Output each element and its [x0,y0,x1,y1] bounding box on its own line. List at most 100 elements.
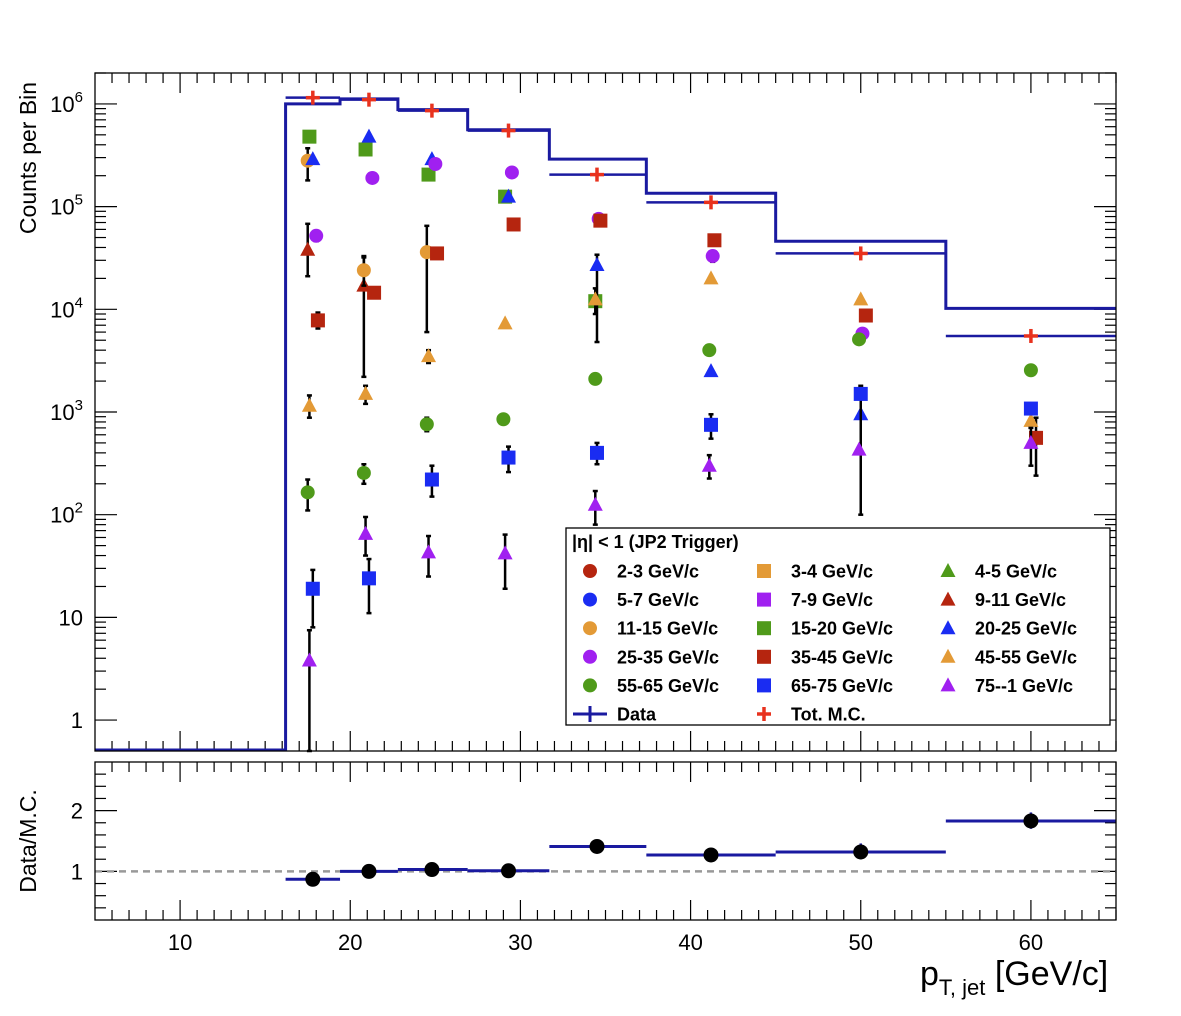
legend-entry-45-55-gev-c: 45-55 GeV/c [940,647,1077,667]
marker-55-65-gev-c-2 [419,417,434,432]
ratio-marker-5 [703,847,719,863]
legend-label: 55-65 GeV/c [617,676,719,696]
y-tick-label: 104 [50,294,83,322]
marker-35-45-gev-c-5 [707,233,722,248]
legend-entry-35-45-gev-c: 35-45 GeV/c [757,647,893,667]
y-tick-label: 103 [50,397,83,425]
marker-45-55-gev-c-0 [301,397,317,412]
marker-65-75-gev-c-5 [704,417,719,432]
legend-box [565,527,1111,726]
x-tick-label: 20 [338,930,362,955]
top-panel: 1 10 102 103 104 105 106 Counts per Bin |η| < … [15,72,1117,753]
legend-entry-2-3-gev-c: 2-3 GeV/c [583,562,699,582]
y-axis-title-ratio: Data/M.C. [15,789,41,893]
series-20-25-gev-c [305,128,869,421]
legend-entries: 2-3 GeV/c 3-4 GeV/c 4-5 GeV/c 5-7 GeV/c 7-9 … [573,562,1077,725]
marker-65-75-gev-c-2 [424,472,439,487]
bottom-axis-ticks [95,762,1117,920]
series-45-55-gev-c [301,270,1039,427]
ratio-marker-2 [424,862,440,878]
tot-mc-marker-3 [501,123,516,138]
legend-entry-65-75-gev-c: 65-75 GeV/c [757,676,893,696]
marker-65-75-gev-c-1 [361,571,376,586]
legend-square-icon [757,621,771,636]
legend-circle-icon [583,678,597,693]
ratio-marker-7 [1023,813,1039,829]
y-tick-label: 102 [50,500,83,528]
legend-triangle-icon [940,563,956,577]
marker-75-1-gev-c-0 [301,652,317,667]
legend-entry-5-7-gev-c: 5-7 GeV/c [583,590,699,610]
marker-35-45-gev-c-4 [593,213,608,228]
ratio-marker-3 [501,863,517,879]
marker-11-15-gev-c-1 [356,263,371,278]
marker-20-25-gev-c-5 [703,363,719,378]
marker-45-55-gev-c-5 [703,270,719,285]
x-axis-title-unit: [GeV/c] [985,955,1108,993]
ratio-marker-6 [853,844,869,860]
legend-label: 9-11 GeV/c [975,590,1066,610]
marker-45-55-gev-c-7 [1023,412,1039,427]
ratio-y-tick-label: 2 [71,799,83,824]
legend-circle-icon [583,649,597,664]
ratio-y-tick-label: 1 [71,859,83,884]
legend-triangle-icon [940,648,956,663]
x-tick-label: 50 [849,930,873,955]
legend-square-icon [757,564,771,578]
top-axis-ticks [95,72,1117,751]
bottom-plot-frame [94,761,1117,921]
legend-label: 2-3 GeV/c [617,562,699,582]
marker-65-75-gev-c-0 [305,581,320,596]
legend-label: Data [617,705,657,725]
y-tick-label: 1 [71,708,83,733]
bottom-tick-labels: 1 2 10 20 30 40 50 60 [71,799,1043,955]
series-25-35-gev-c [309,156,870,341]
legend-square-icon [757,592,771,607]
legend-label: 45-55 GeV/c [975,647,1077,667]
ratio-points [285,812,1116,887]
marker-75-1-gev-c-4 [587,496,603,511]
tot-mc-marker-7 [1023,328,1038,343]
series-55-65-gev-c [300,332,1038,512]
marker-65-75-gev-c-3 [501,450,516,465]
series-35-45-gev-c [310,213,1044,477]
x-tick-label: 40 [678,930,702,955]
legend-entry-55-65-gev-c: 55-65 GeV/c [583,676,719,696]
legend-triangle-icon [940,591,956,606]
tot-mc-marker-4 [589,167,604,182]
legend-label: 15-20 GeV/c [791,619,893,639]
marker-20-25-gev-c-3 [501,188,517,203]
marker-35-45-gev-c-6 [858,308,873,323]
legend: |η| < 1 (JP2 Trigger) 2-3 GeV/c 3-4 GeV/c… [565,527,1111,726]
legend-title: |η| < 1 (JP2 Trigger) [572,532,739,552]
x-axis-title-main: p [920,955,939,993]
legend-triangle-icon [940,620,956,635]
y-tick-label: 106 [50,89,83,117]
x-axis-title-subscript: T, jet [939,975,985,1000]
legend-entry-9-11-gev-c: 9-11 GeV/c [940,590,1066,610]
ratio-marker-4 [589,838,605,854]
y-tick-label: 105 [50,192,83,220]
legend-entry-data: Data [573,705,657,725]
marker-65-75-gev-c-4 [589,445,604,460]
legend-entry-20-25-gev-c: 20-25 GeV/c [940,619,1077,639]
marker-25-35-gev-c-3 [504,165,519,180]
legend-label: Tot. M.C. [791,705,866,725]
tot-mc-markers [285,90,1116,343]
marker-15-20-gev-c-2 [421,167,436,182]
marker-35-45-gev-c-2 [430,246,445,261]
bottom-panel: 1 2 10 20 30 40 50 60 Data/M.C. pT, jet [GeV/c] [15,761,1117,1000]
marker-55-65-gev-c-0 [300,485,315,500]
tot-mc-marker-0 [305,90,320,105]
legend-entry-7-9-gev-c: 7-9 GeV/c [757,590,873,610]
top-y-tick-labels: 1 10 102 103 104 105 106 [50,89,83,733]
top-plot-frame [94,72,1117,752]
marker-45-55-gev-c-3 [497,315,513,330]
legend-label: 5-7 GeV/c [617,590,699,610]
legend-entry-3-4-gev-c: 3-4 GeV/c [757,562,873,582]
legend-circle-icon [583,621,597,636]
marker-20-25-gev-c-0 [305,151,321,166]
tot-mc-marker-6 [853,246,868,261]
marker-25-35-gev-c-0 [309,228,324,243]
